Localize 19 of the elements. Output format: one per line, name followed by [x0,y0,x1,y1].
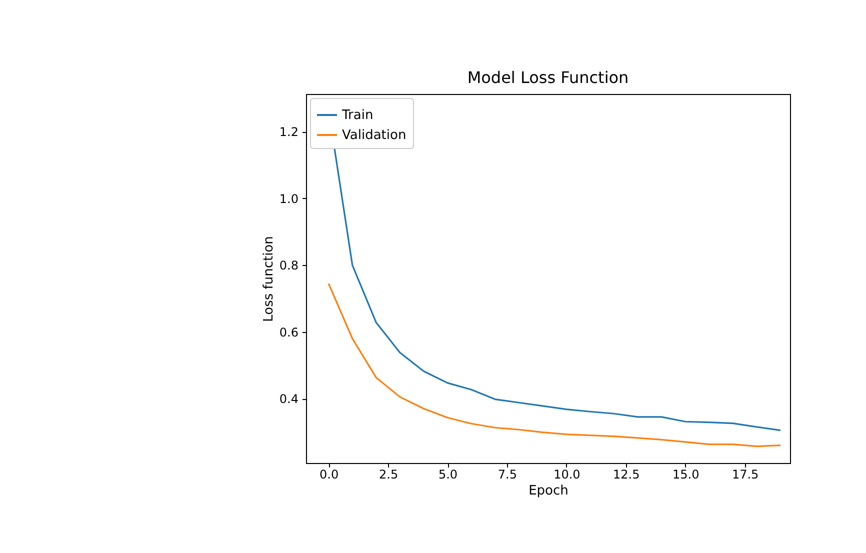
legend-label: Train [341,108,374,123]
x-tick-label: 12.5 [613,468,640,482]
x-tick-label: 2.5 [379,468,398,482]
y-axis-title: Loss function [261,236,276,322]
x-tick-label: 5.0 [438,468,458,482]
line-series [328,282,782,448]
y-tick-label: 1.2 [279,125,298,140]
x-tick-label: 10.0 [554,468,580,482]
x-tick-label: 0.0 [320,468,339,482]
y-tick-label: 0.4 [279,392,298,406]
y-tick-label: 0.6 [279,325,298,340]
x-tick-label: 15.0 [672,468,700,482]
legend-label: Validation [342,128,406,143]
y-tick-label: 1.0 [279,192,298,206]
y-tick-label: 0.8 [279,258,298,273]
x-tick-label: 17.5 [732,468,759,482]
x-axis-title: Epoch [528,484,568,498]
chart-title: Model Loss Function [467,68,629,87]
x-tick-label: 7.5 [498,468,518,482]
